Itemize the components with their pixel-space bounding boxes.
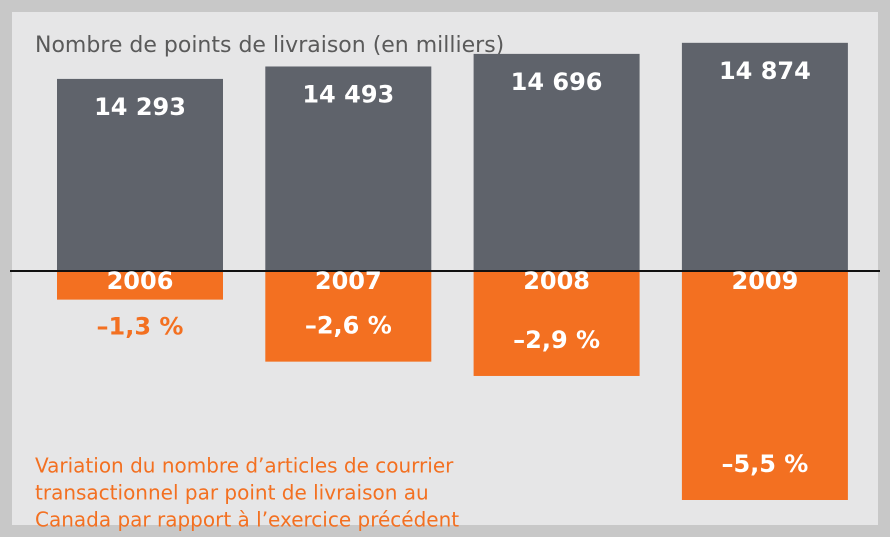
category-label: 2006: [107, 267, 174, 295]
bar: [57, 271, 223, 300]
value-label: 14 293: [94, 93, 186, 121]
chart-title: Nombre de points de livraison (en millie…: [35, 33, 504, 58]
annotation: Canada par rapport à l’exercice précéden…: [35, 508, 459, 532]
value-label: –5,5 %: [721, 450, 808, 478]
value-label: 14 696: [511, 68, 603, 96]
value-label: –2,9 %: [513, 326, 600, 354]
category-label: 2007: [315, 267, 382, 295]
value-label: –1,3 %: [97, 313, 184, 341]
bar: [57, 78, 223, 272]
category-label: 2009: [732, 267, 799, 295]
value-label: –2,6 %: [305, 312, 392, 340]
annotation: Variation du nombre d’articles de courri…: [35, 454, 454, 478]
bar: [265, 271, 432, 362]
value-label: 14 493: [302, 80, 394, 108]
bar: [681, 42, 848, 272]
annotation: transactionnel par point de livraison au: [35, 481, 429, 505]
value-label: 14 874: [719, 57, 811, 85]
bar: [473, 53, 640, 271]
bar: [681, 271, 848, 500]
category-label: 2008: [523, 267, 590, 295]
bar: [473, 271, 640, 376]
bar: [265, 66, 432, 271]
